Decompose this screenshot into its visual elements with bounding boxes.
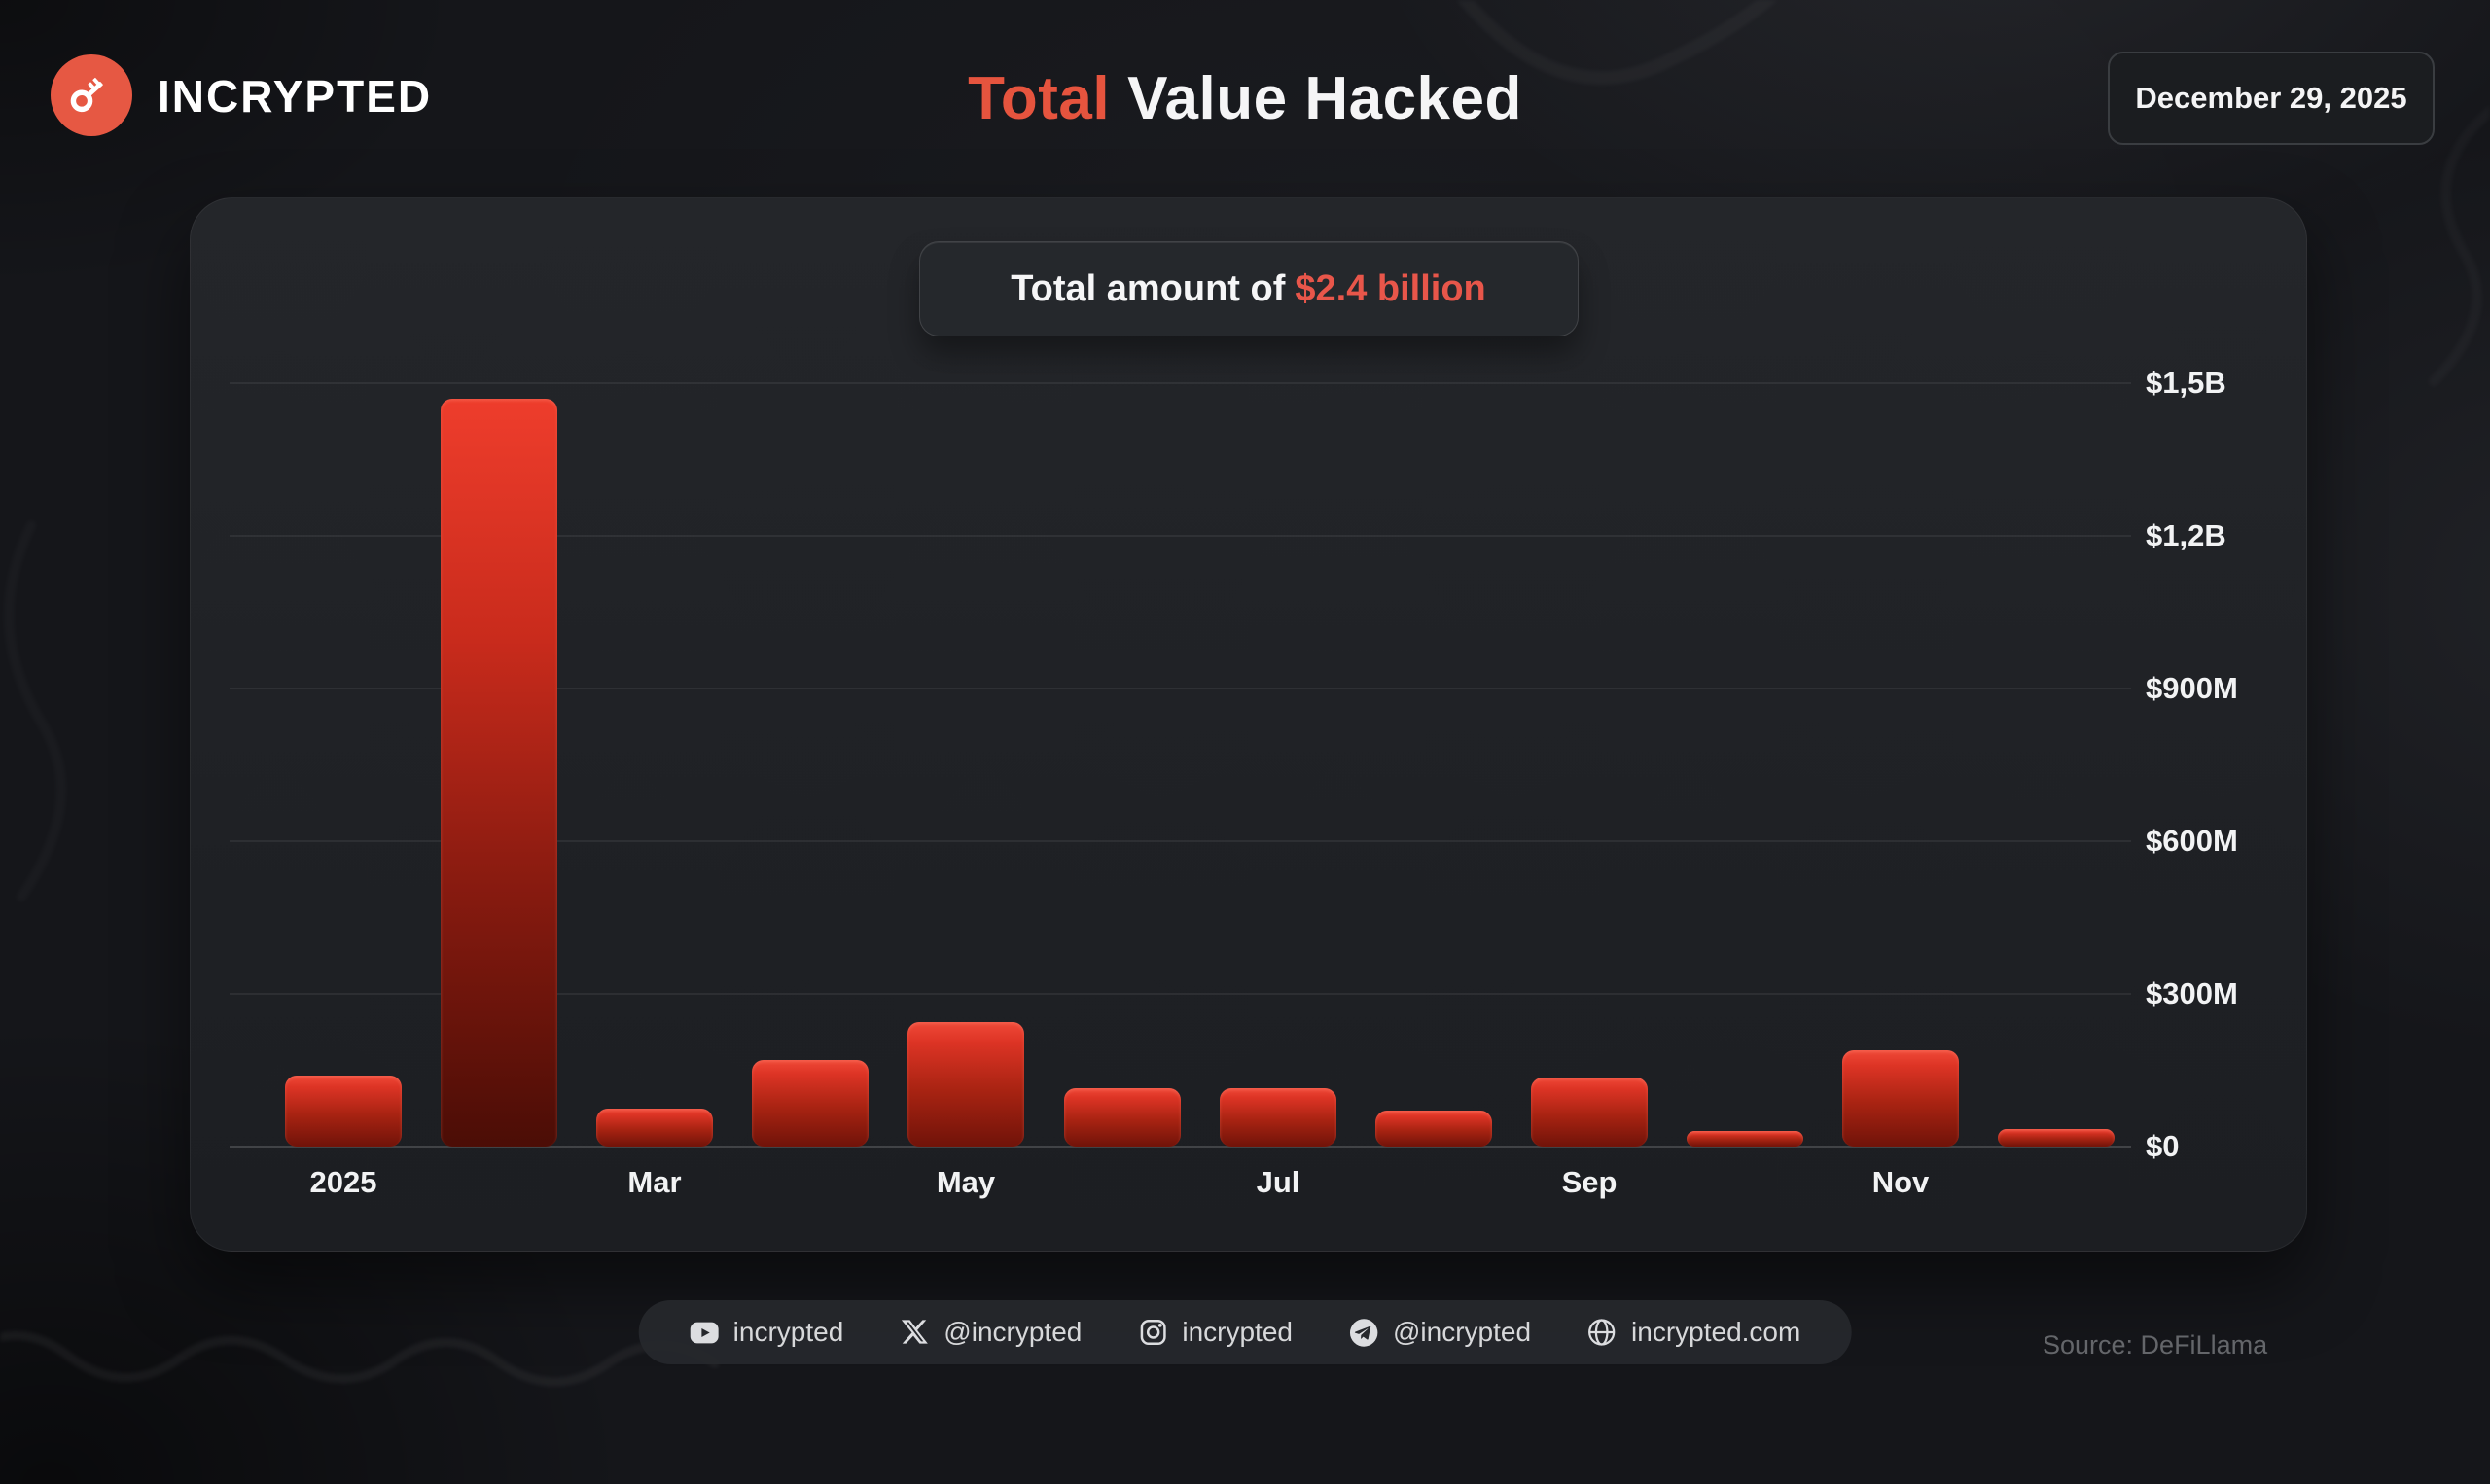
social-item-telegram[interactable]: @incrypted	[1349, 1317, 1531, 1348]
bar-jul	[1220, 1088, 1336, 1147]
plot-area: $1,5B $1,2B $900M $600M $300M $0 2025 Mar May Jul…	[191, 198, 2306, 1251]
social-handle: incrypted	[1182, 1317, 1293, 1347]
social-handle: incrypted	[732, 1317, 844, 1347]
chart-card: Total amount of $2.4 billion $1,5B $1,2B $…	[190, 197, 2307, 1252]
total-amount-value: $2.4 billion	[1295, 267, 1486, 309]
gridline	[230, 382, 2131, 384]
y-tick-label: $1,5B	[2146, 366, 2226, 400]
youtube-icon	[690, 1318, 720, 1348]
date-label: December 29, 2025	[2135, 81, 2407, 115]
x-axis-line	[230, 1146, 2131, 1148]
bar-jan	[285, 1076, 402, 1147]
bar-mar	[596, 1109, 713, 1147]
gridline	[230, 688, 2131, 689]
x-tick-label: Sep	[1561, 1165, 1618, 1199]
social-handle: @incrypted	[943, 1317, 1083, 1347]
bar-may	[907, 1022, 1024, 1147]
page-title: Total Value Hacked	[968, 64, 1522, 133]
gridline	[230, 840, 2131, 842]
social-item-x[interactable]: @incrypted	[900, 1317, 1082, 1348]
social-item-youtube[interactable]: incrypted	[690, 1317, 844, 1348]
x-tick-label: 2025	[309, 1165, 377, 1199]
x-tick-label: Mar	[627, 1165, 682, 1199]
telegram-icon	[1349, 1318, 1379, 1348]
y-tick-label: $0	[2146, 1129, 2180, 1163]
globe-icon	[1587, 1318, 1618, 1348]
bar-apr	[752, 1060, 869, 1147]
social-handle: @incrypted	[1392, 1317, 1532, 1347]
bar-oct	[1687, 1131, 1803, 1147]
bar-dec	[1998, 1129, 2115, 1147]
y-tick-label: $600M	[2146, 824, 2238, 858]
social-bar: incrypted @incrypted incrypted @incrypted in…	[638, 1300, 1852, 1364]
y-tick-label: $300M	[2146, 976, 2238, 1010]
y-tick-label: $1,2B	[2146, 518, 2226, 552]
total-amount-prefix: Total amount of	[1011, 267, 1286, 309]
instagram-icon	[1138, 1318, 1168, 1348]
social-item-globe[interactable]: incrypted.com	[1587, 1317, 1800, 1348]
bar-nov	[1842, 1050, 1959, 1147]
bar-jun	[1064, 1088, 1181, 1147]
social-handle: incrypted.com	[1631, 1317, 1801, 1347]
bar-feb	[441, 399, 557, 1147]
bar-sep	[1531, 1078, 1648, 1147]
bar-aug	[1375, 1111, 1492, 1147]
brand-name: INCRYPTED	[158, 71, 433, 122]
x-icon	[900, 1318, 930, 1348]
page-title-rest: Value Hacked	[1127, 65, 1522, 132]
key-icon	[66, 68, 117, 124]
source-note: Source: DeFiLlama	[2043, 1330, 2268, 1360]
x-tick-label: Jul	[1256, 1165, 1300, 1199]
date-badge: December 29, 2025	[2108, 52, 2435, 145]
page-title-accent: Total	[968, 65, 1111, 132]
x-tick-label: May	[936, 1165, 996, 1199]
incrypted-logo	[51, 54, 132, 136]
total-amount-badge: Total amount of $2.4 billion	[918, 241, 1579, 336]
y-tick-label: $900M	[2146, 671, 2238, 705]
social-item-instagram[interactable]: incrypted	[1138, 1317, 1293, 1348]
x-tick-label: Nov	[1871, 1165, 1930, 1199]
gridline	[230, 535, 2131, 537]
gridline	[230, 993, 2131, 995]
